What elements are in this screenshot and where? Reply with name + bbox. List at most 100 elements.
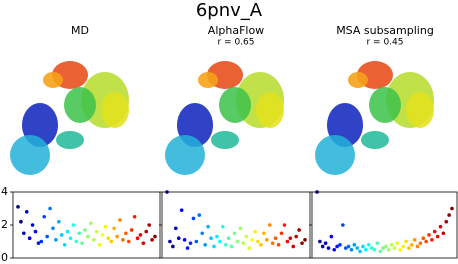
point: [438, 224, 443, 229]
point: [412, 238, 417, 242]
point: [381, 246, 385, 250]
panel-title: MSA subsampling: [336, 24, 434, 37]
point: [276, 243, 281, 247]
point: [68, 236, 73, 240]
point: [171, 244, 175, 249]
point: [220, 224, 225, 229]
point: [97, 243, 102, 247]
point: [215, 234, 219, 239]
point: [415, 244, 420, 249]
annotation: r = 0.45: [366, 38, 403, 48]
point: [267, 223, 272, 227]
point: [30, 223, 35, 227]
point: [297, 228, 301, 232]
point: [320, 244, 325, 249]
point: [22, 231, 26, 236]
point: [361, 244, 365, 249]
point: [141, 241, 146, 245]
point: [247, 246, 252, 250]
point: [182, 238, 187, 242]
point: [19, 219, 23, 224]
point: [332, 247, 337, 252]
point: [238, 226, 243, 231]
point: [132, 214, 137, 219]
point: [200, 231, 205, 236]
point: [86, 234, 90, 239]
panel-title: MD: [71, 24, 89, 37]
point: [256, 239, 260, 244]
point: [191, 216, 196, 221]
point: [273, 236, 278, 240]
point: [80, 241, 84, 245]
point: [335, 244, 339, 249]
point: [194, 239, 199, 244]
point: [174, 226, 178, 231]
point: [366, 243, 371, 247]
point: [262, 231, 266, 236]
point: [54, 238, 58, 242]
point: [24, 210, 29, 214]
point: [226, 236, 231, 240]
point: [36, 241, 41, 245]
point: [355, 246, 360, 250]
point: [338, 243, 342, 247]
point: [398, 247, 403, 252]
point: [229, 244, 234, 249]
point: [126, 239, 131, 244]
point: [384, 244, 388, 249]
point: [303, 238, 307, 242]
point: [91, 238, 96, 242]
point: [45, 234, 49, 239]
point: [424, 239, 428, 244]
point: [329, 234, 334, 239]
point: [389, 243, 394, 247]
point: [212, 244, 216, 249]
point: [135, 236, 140, 240]
point: [253, 229, 257, 234]
point: [48, 206, 52, 211]
point: [121, 238, 125, 242]
annotation: r = 0.65: [217, 38, 254, 48]
point: [427, 233, 431, 237]
point: [71, 223, 76, 227]
point: [144, 229, 149, 234]
point: [300, 241, 304, 245]
point: [77, 231, 82, 236]
point: [197, 213, 202, 217]
point: [203, 243, 207, 247]
point: [318, 239, 322, 244]
y-tick-label: 4: [1, 185, 8, 198]
point: [450, 206, 454, 211]
y-tick-label: 2: [1, 218, 8, 231]
point: [241, 241, 246, 245]
point: [129, 228, 134, 232]
point: [94, 229, 99, 234]
point: [441, 231, 446, 236]
point: [407, 246, 411, 250]
point: [138, 233, 143, 237]
structure-image: [315, 61, 434, 175]
point: [369, 246, 374, 250]
point: [115, 234, 119, 239]
point: [109, 239, 114, 244]
point: [265, 238, 269, 242]
point: [176, 236, 181, 240]
point: [232, 231, 237, 236]
point: [444, 219, 449, 224]
point: [358, 249, 362, 254]
point: [404, 239, 408, 244]
point: [188, 241, 193, 245]
point: [364, 247, 368, 252]
point: [103, 224, 108, 229]
panel-title: AlphaFlow: [208, 24, 264, 37]
point: [83, 228, 87, 232]
point: [27, 236, 32, 240]
point: [285, 239, 290, 244]
point: [57, 219, 61, 224]
point: [16, 205, 20, 209]
point: [124, 231, 128, 236]
figure-title: 6pnv_A: [196, 0, 263, 21]
point: [401, 244, 405, 249]
point: [244, 234, 249, 239]
point: [65, 229, 70, 234]
